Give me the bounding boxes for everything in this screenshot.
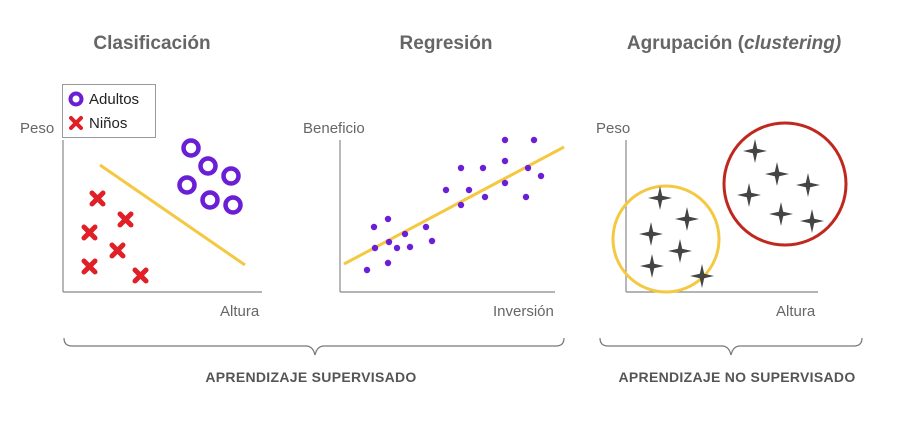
adult-point [223,195,243,215]
regression-point [393,244,401,252]
classification-legend: Adultos Niños [62,84,156,138]
regression-point [422,223,430,231]
clustering-x-label: Altura [776,303,816,320]
child-point [89,190,106,207]
regression-point [530,136,538,144]
regression-point [428,237,436,245]
star-point [639,222,663,246]
regression-point [385,238,393,246]
child-points [81,190,149,284]
cross-icon [69,116,83,130]
supervised-brace [63,337,565,356]
classification-title: Clasificación [93,33,211,54]
regression-point [370,223,378,231]
regression-title: Regresión [399,33,493,54]
supervised-caption: APRENDIZAJE SUPERVISADO [205,369,417,385]
classification-y-label: Peso [20,120,55,137]
child-point [117,211,134,228]
star-point [675,207,699,231]
clustering-title-italic: clustering) [744,33,842,54]
classification-axes [62,140,262,293]
unsupervised-brace [599,337,863,356]
star-point [668,239,692,263]
regression-point [479,164,487,172]
regression-point [401,230,409,238]
regression-point [501,157,509,165]
regression-point [406,243,414,251]
regression-point [522,193,530,201]
ring-icon [68,91,84,107]
cluster-yellow-circle [611,184,721,294]
child-point [81,224,98,241]
clustering-axes [625,140,818,293]
regression-point [481,193,489,201]
regression-point [442,186,450,194]
legend-item-children: Niños [67,112,127,134]
adult-points [177,138,243,215]
legend-item-adults: Adultos [67,88,139,110]
regression-point [501,136,509,144]
classification-boundary-line [99,163,246,267]
adult-point [198,156,218,176]
clustering-title-main: Agrupación ( [626,33,745,54]
regression-point [371,244,379,252]
regression-point [457,164,465,172]
star-point [796,173,820,197]
star-point [737,183,761,207]
child-point [132,267,149,284]
adult-point [221,166,241,186]
regression-point [384,215,392,223]
star-point [765,162,789,186]
regression-point [465,186,473,194]
regression-point [457,201,465,209]
star-point [769,202,793,226]
clustering-title: Agrupación (clustering) [627,33,841,55]
classification-x-label: Altura [220,303,260,320]
regression-point [524,164,532,172]
legend-label-children: Niños [89,114,128,132]
legend-label-adults: Adultos [89,90,140,108]
regression-point [384,259,392,267]
adult-point [181,138,201,158]
regression-points [363,136,545,274]
regression-point [363,266,371,274]
adult-point [177,175,197,195]
regression-y-label: Beneficio [303,120,365,137]
regression-x-label: Inversión [493,303,554,320]
cluster-red-circle [722,121,848,247]
star-point [648,186,672,210]
star-point [743,139,767,163]
adult-point [200,190,220,210]
star-point [640,254,664,278]
regression-point [537,172,545,180]
clustering-y-label: Peso [596,120,631,137]
child-point [81,258,98,275]
regression-point [501,179,509,187]
child-point [109,242,126,259]
regression-axes [339,140,555,293]
unsupervised-caption: APRENDIZAJE NO SUPERVISADO [618,369,856,385]
star-point [800,209,824,233]
